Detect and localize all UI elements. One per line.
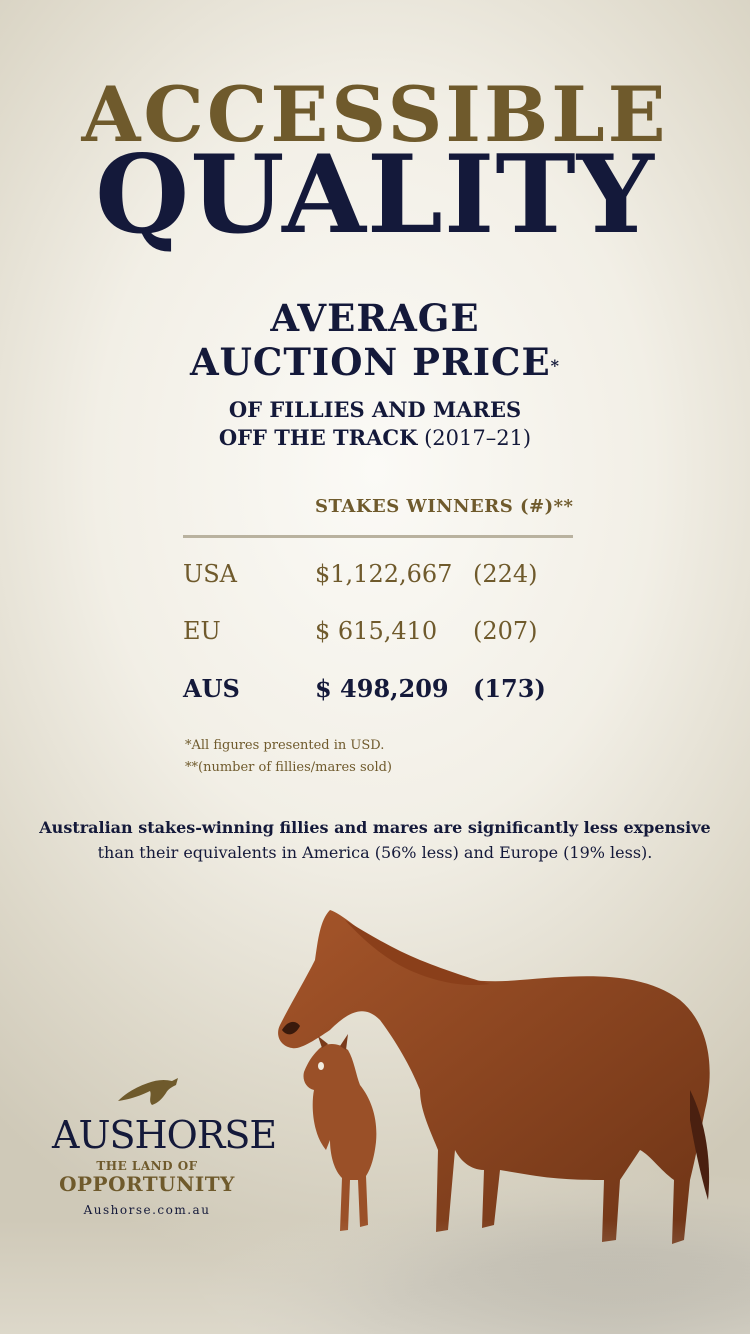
mare-figure [278,910,710,1244]
region-label: USA [183,560,237,588]
price-value: $1,122,667 [315,560,453,588]
foal-figure [303,1034,377,1231]
subhead-average: AVERAGE [270,296,480,340]
logo-url: Aushorse.com.au [83,1203,211,1217]
logo-tagline-2: OPPORTUNITY [59,1172,235,1196]
subhead-fillies-mares: OF FILLIES AND MARES [228,397,522,422]
price-value: $ 615,410 [315,617,438,645]
winners-count: (224) [473,560,538,588]
footnote-count: **(number of fillies/mares sold) [185,760,393,775]
table-row-usa: USA $1,122,667 (224) [183,560,583,600]
aushorse-logo: AUSHORSE THE LAND OF OPPORTUNITY Aushors… [52,1075,277,1217]
summary-line-2: than their equivalents in America (56% l… [97,843,653,862]
subhead-years: (2017–21) [424,426,532,450]
subhead-auction-price: AUCTION PRICE* [0,340,750,384]
table-row-aus: AUS $ 498,209 (173) [183,674,583,714]
stakes-winners-header: STAKES WINNERS (#)** [315,496,574,517]
horse-head-icon [118,1078,178,1105]
subhead-off-track: OFF THE TRACK (2017–21) [0,424,750,452]
price-value: $ 498,209 [315,674,449,703]
mare-and-foal-photo [0,910,750,1334]
winners-count: (173) [473,674,546,703]
subhead-auction-price-text: AUCTION PRICE [189,340,551,384]
headline-accessible: ACCESSIBLE [81,70,669,159]
region-label: AUS [183,674,240,703]
subhead-off-track-text: OFF THE TRACK [218,425,418,450]
winners-count: (207) [473,617,538,645]
logo-tagline-1: THE LAND OF [96,1159,198,1173]
summary-line-1: Australian stakes-winning fillies and ma… [39,818,711,837]
headline-quality: QUALITY [95,132,655,258]
table-row-eu: EU $ 615,410 (207) [183,617,583,657]
region-label: EU [183,617,221,645]
footnote-currency: *All figures presented in USD. [185,738,385,753]
logo-wordmark: AUSHORSE [52,1113,277,1157]
asterisk-mark: * [550,356,561,375]
table-divider [183,535,573,538]
